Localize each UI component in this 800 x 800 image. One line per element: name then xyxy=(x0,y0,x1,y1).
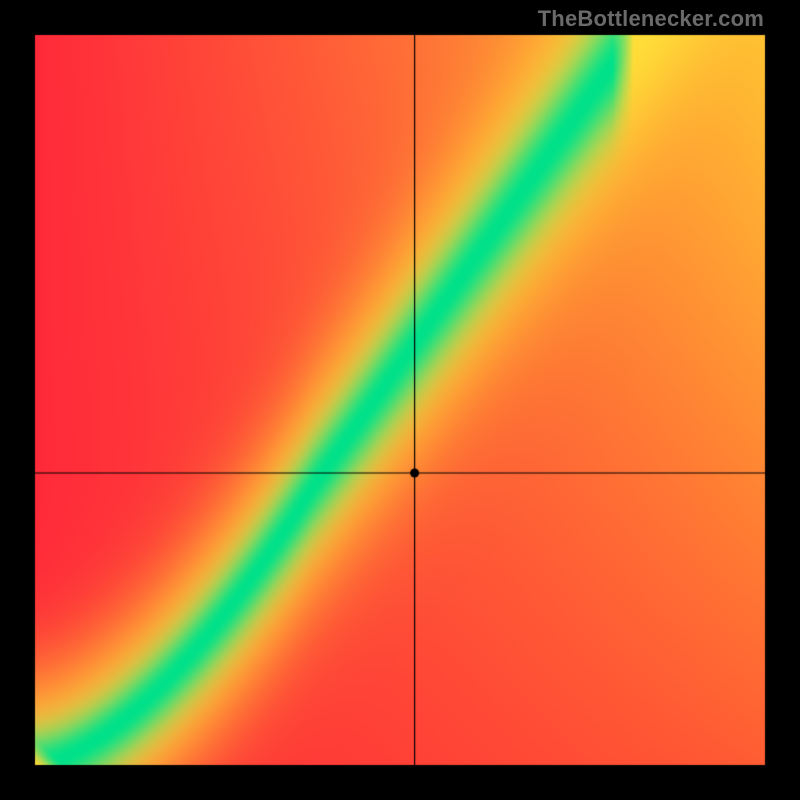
bottleneck-heatmap xyxy=(0,0,800,800)
chart-container: { "canvas": { "width": 800, "height": 80… xyxy=(0,0,800,800)
watermark-text: TheBottlenecker.com xyxy=(538,6,764,32)
